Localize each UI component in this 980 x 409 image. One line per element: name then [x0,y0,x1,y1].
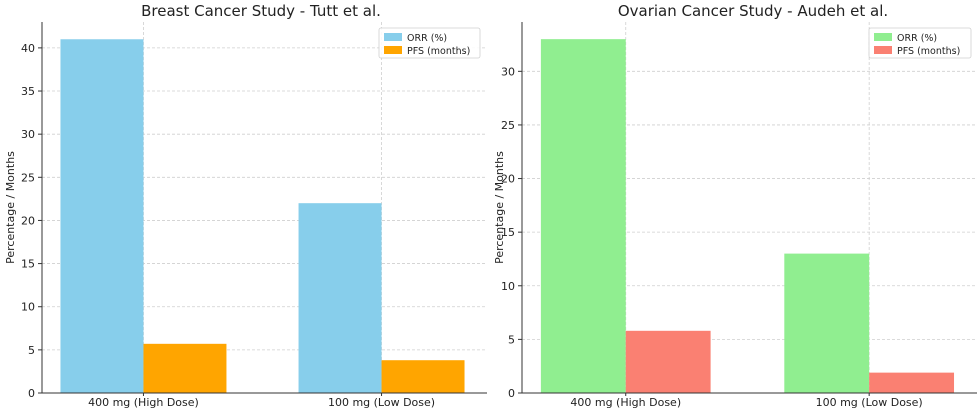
legend: ORR (%) PFS (months) [868,27,972,59]
bar-pfs-months-2 [381,360,465,393]
legend-swatch [874,46,892,54]
bar-orr-1 [60,39,144,394]
bar-pfs-months-1 [625,330,711,393]
bar-orr-1 [540,39,626,394]
x-tick-label: 100 mg (Low Dose) [816,396,923,409]
legend-swatch [384,46,402,54]
x-tick-label: 400 mg (High Dose) [88,396,199,409]
y-tick-label: 40 [21,42,35,55]
legend-swatch [874,33,892,41]
y-tick-label: 35 [21,85,35,98]
y-tick-label: 15 [21,258,35,271]
y-tick-label: 15 [501,226,515,239]
legend-label: ORR (%) [897,33,937,44]
bar-pfs-months-2 [869,372,955,393]
y-tick-label: 0 [28,387,35,400]
y-tick-label: 0 [508,387,515,400]
chart-panel-1: Breast Cancer Study - Tutt et al. 0 5 10 15 2… [4,2,487,409]
legend-box [378,27,481,59]
legend-swatch [384,33,402,41]
chart-title: Breast Cancer Study - Tutt et al. [141,2,381,20]
y-tick-label: 20 [501,173,515,186]
y-tick-label: 5 [508,333,515,346]
y-tick-label: 10 [21,301,35,314]
bar-pfs-months-1 [143,343,227,393]
x-tick-label: 100 mg (Low Dose) [328,396,435,409]
y-tick-label: 25 [21,171,35,184]
y-tick-label: 25 [501,119,515,132]
bar-orr-2 [784,253,870,393]
x-tick-label: 400 mg (High Dose) [570,396,681,409]
legend-label: PFS (months) [897,46,960,57]
y-tick-label: 5 [28,344,35,357]
y-tick-label: 30 [21,128,35,141]
legend-box [868,27,972,59]
y-tick-label: 10 [501,280,515,293]
bar-orr-2 [298,203,382,393]
y-axis-label: Percentage / Months [4,151,17,264]
legend-label: ORR (%) [407,33,447,44]
y-tick-label: 20 [21,214,35,227]
y-tick-label: 30 [501,65,515,78]
legend: ORR (%) PFS (months) [378,27,481,59]
legend-label: PFS (months) [407,46,470,57]
chart-title: Ovarian Cancer Study - Audeh et al. [618,2,888,20]
y-axis-label: Percentage / Months [493,151,506,264]
chart-panel-2: Ovarian Cancer Study - Audeh et al. 0 5 10 1… [493,2,977,409]
